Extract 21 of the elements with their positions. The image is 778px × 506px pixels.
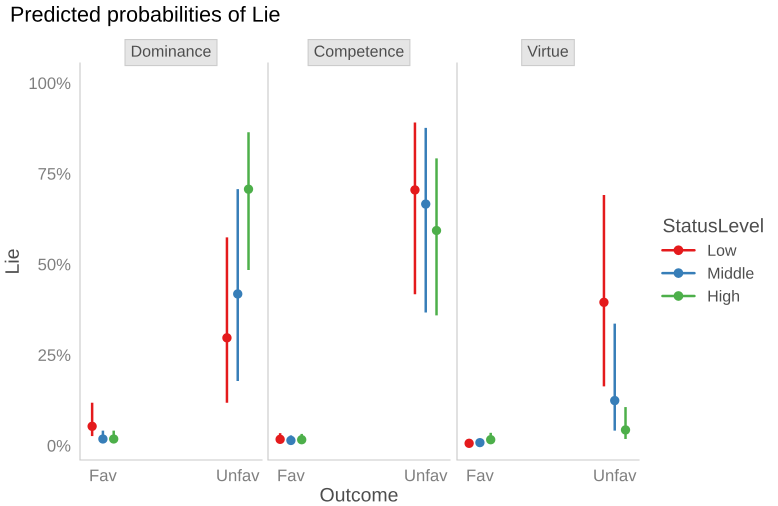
legend-title: StatusLevel — [663, 218, 763, 232]
x-axis-title: Outcome — [320, 488, 398, 502]
chart-subtitle: Dominance — [132, 45, 211, 57]
x-tick-label: Unfav — [405, 469, 448, 482]
x-tick-label: Fav — [90, 470, 117, 482]
y-axis-title: Lie — [4, 249, 19, 273]
chart-subtitle: Virtue — [527, 45, 568, 57]
x-tick-label: Fav — [467, 470, 494, 482]
x-tick-label: Unfav — [217, 469, 260, 482]
legend-label: Middle — [708, 267, 754, 279]
x-tick-label: Unfav — [594, 469, 636, 482]
x-tick-label: Fav — [278, 470, 305, 482]
y-tick-label: 75% — [38, 168, 70, 180]
y-tick-label: 100% — [30, 77, 70, 90]
y-tick-label: 50% — [38, 258, 70, 270]
legend-label: Low — [708, 244, 737, 256]
y-tick-label: 25% — [38, 349, 70, 362]
y-tick-label: 0% — [48, 440, 70, 452]
legend-label: High — [708, 290, 740, 305]
chart-subtitle: Competence — [314, 46, 404, 60]
chart-title: Predicted probabilities of Lie — [12, 6, 280, 26]
